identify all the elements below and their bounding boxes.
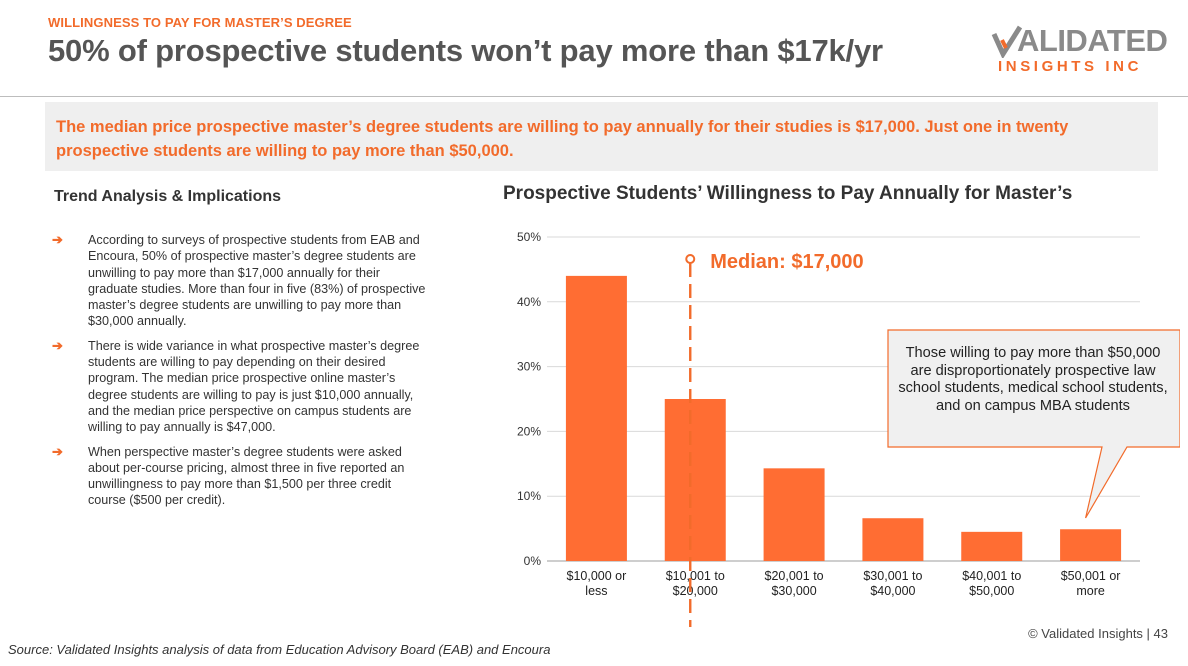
- y-tick-label: 50%: [517, 230, 541, 244]
- x-tick-label: $30,000: [771, 584, 816, 598]
- arrow-right-icon: ➔: [52, 443, 63, 459]
- header-divider: [0, 96, 1188, 97]
- x-tick-label: $40,001 to: [962, 569, 1021, 583]
- y-tick-label: 0%: [524, 554, 542, 568]
- slide-kicker: WILLINGNESS TO PAY FOR MASTER’S DEGREE: [48, 15, 352, 30]
- x-tick-label: less: [585, 584, 607, 598]
- logo-subtitle: INSIGHTS INC: [998, 58, 1143, 75]
- bullet-text: According to surveys of prospective stud…: [88, 233, 426, 329]
- x-tick-label: $40,000: [870, 584, 915, 598]
- bullet-text: There is wide variance in what prospecti…: [88, 338, 420, 435]
- x-tick-label: $20,000: [673, 584, 718, 598]
- y-tick-label: 40%: [517, 295, 541, 309]
- x-tick-label: more: [1076, 584, 1105, 598]
- bar: [565, 275, 627, 561]
- annotation-text: Those willing to pay more than $50,000 a…: [898, 345, 1168, 414]
- y-tick-label: 20%: [517, 424, 541, 438]
- bar: [862, 518, 924, 561]
- bar: [961, 531, 1023, 561]
- chart-title: Prospective Students’ Willingness to Pay…: [503, 183, 1073, 204]
- list-item: ➔ There is wide variance in what prospec…: [50, 338, 430, 436]
- key-finding-callout: The median price prospective master’s de…: [45, 102, 1158, 171]
- trend-analysis-heading: Trend Analysis & Implications: [54, 188, 282, 205]
- logo-wordmark: ALIDATED: [1017, 23, 1168, 58]
- arrow-right-icon: ➔: [52, 337, 63, 353]
- median-label: Median: $17,000: [710, 251, 863, 273]
- median-marker: [685, 254, 696, 264]
- checkmark-logo-icon: [991, 25, 1023, 58]
- list-item: ➔ When perspective master’s degree stude…: [50, 444, 430, 509]
- company-logo: ALIDATED INSIGHTS INC: [990, 24, 1170, 76]
- x-tick-label: $10,000 or: [567, 569, 627, 583]
- bar: [763, 468, 825, 561]
- trend-bullet-list: ➔ According to surveys of prospective st…: [50, 232, 430, 517]
- x-tick-label: $50,001 or: [1061, 569, 1121, 583]
- x-tick-label: $20,001 to: [765, 569, 824, 583]
- y-tick-label: 30%: [517, 360, 541, 374]
- x-tick-label: $30,001 to: [863, 569, 922, 583]
- arrow-right-icon: ➔: [52, 232, 63, 247]
- source-note: Source: Validated Insights analysis of d…: [8, 642, 551, 657]
- bullet-text: When perspective master’s degree student…: [88, 444, 405, 508]
- x-tick-label: $50,000: [969, 584, 1014, 598]
- annotation-callout-box: [887, 329, 1180, 519]
- bar: [1060, 529, 1122, 561]
- bar: [664, 399, 726, 561]
- y-tick-label: 10%: [517, 489, 541, 503]
- list-item: ➔ According to surveys of prospective st…: [50, 232, 430, 330]
- slide-title: 50% of prospective students won’t pay mo…: [48, 33, 883, 68]
- page-footer: © Validated Insights | 43: [1028, 626, 1168, 641]
- x-tick-label: $10,001 to: [666, 569, 725, 583]
